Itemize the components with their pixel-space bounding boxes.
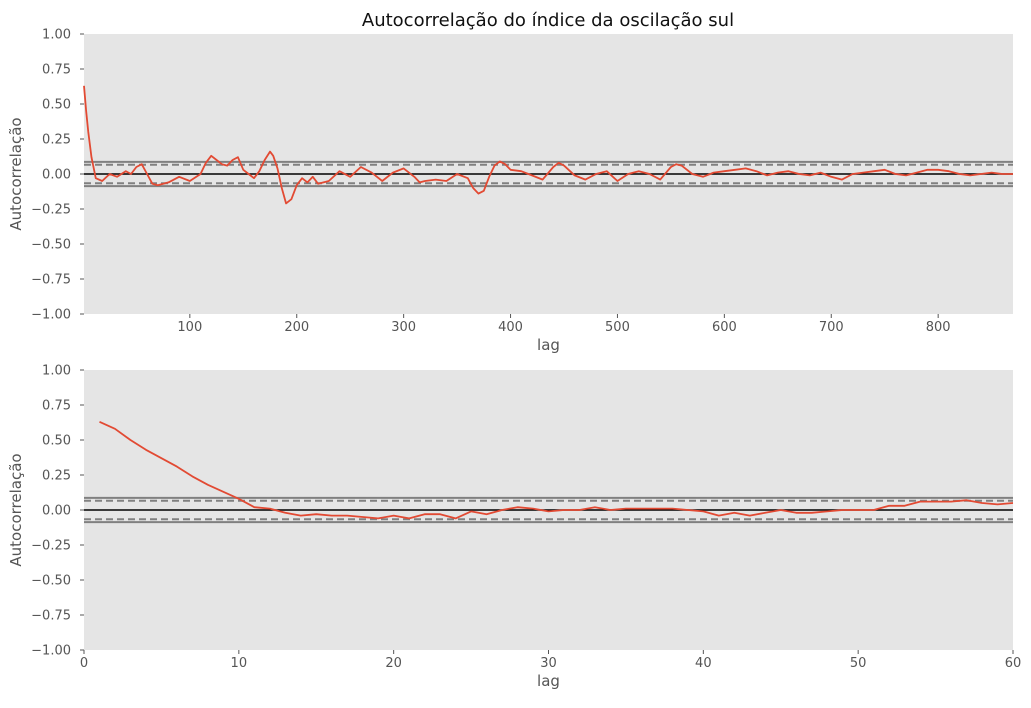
bottom-x-tick-label: 50 (850, 656, 867, 671)
top-y-tick-label: 0.00 (42, 168, 71, 183)
top-axes: 1.00 0.75 0.50 0.25 0.00 −0.25 −0.50 −0.75 −1.00… (7, 28, 1013, 354)
top-x-tick-label: 400 (498, 320, 523, 335)
bottom-y-tick-label: 0.25 (42, 469, 71, 484)
top-y-tick-label: −0.75 (31, 273, 71, 288)
bottom-y-tick-label: 0.50 (42, 434, 71, 449)
top-y-tick-label: 1.00 (42, 28, 71, 43)
bottom-x-tick-label: 40 (695, 656, 712, 671)
top-x-tick-label: 300 (391, 320, 416, 335)
bottom-x-axis-label: lag (537, 672, 560, 690)
bottom-x-tick-label: 0 (80, 656, 88, 671)
bottom-x-tick-label: 30 (540, 656, 557, 671)
top-y-tick-label: −0.50 (31, 238, 71, 253)
top-reference-lines (84, 160, 1013, 188)
bottom-y-axis-label: Autocorrelação (7, 453, 25, 566)
top-y-tick-label: −0.25 (31, 203, 71, 218)
top-autocorrelation-line (83, 85, 1013, 205)
bottom-y-tick-label: −0.25 (31, 539, 71, 554)
top-x-tick-label: 500 (605, 320, 630, 335)
top-x-tick-label: 700 (819, 320, 844, 335)
bottom-y-tick-label: −1.00 (31, 644, 71, 659)
bottom-y-ticks: 1.00 0.75 0.50 0.25 0.00 −0.25 −0.50 −0.75 −1.00 (31, 364, 84, 659)
bottom-y-tick-label: −0.50 (31, 574, 71, 589)
bottom-x-tick-label: 20 (385, 656, 402, 671)
top-y-tick-label: 0.50 (42, 98, 71, 113)
chart-title: Autocorrelação do índice da oscilação su… (362, 10, 734, 31)
bottom-reference-lines (84, 496, 1013, 524)
bottom-x-tick-label: 60 (1005, 656, 1022, 671)
bottom-x-tick-label: 10 (231, 656, 248, 671)
top-y-tick-label: 0.75 (42, 63, 71, 78)
bottom-y-tick-label: 0.75 (42, 399, 71, 414)
bottom-y-tick-label: 1.00 (42, 364, 71, 379)
bottom-x-ticks: 0 10 20 30 40 50 60 (80, 650, 1021, 671)
top-x-axis-label: lag (537, 336, 560, 354)
top-y-axis-label: Autocorrelação (7, 117, 25, 230)
top-x-tick-label: 600 (712, 320, 737, 335)
top-x-ticks: 100 200 300 400 500 600 700 800 (177, 314, 951, 335)
bottom-y-tick-label: 0.00 (42, 504, 71, 519)
top-y-tick-label: 0.25 (42, 133, 71, 148)
bottom-y-tick-label: −0.75 (31, 609, 71, 624)
top-x-tick-label: 100 (177, 320, 202, 335)
bottom-autocorrelation-line (99, 420, 1014, 520)
top-y-ticks: 1.00 0.75 0.50 0.25 0.00 −0.25 −0.50 −0.75 −1.00 (31, 28, 84, 323)
top-x-tick-label: 200 (284, 320, 309, 335)
top-x-tick-label: 800 (926, 320, 951, 335)
top-y-tick-label: −1.00 (31, 308, 71, 323)
bottom-axes: 1.00 0.75 0.50 0.25 0.00 −0.25 −0.50 −0.75 −1.00… (7, 364, 1021, 691)
